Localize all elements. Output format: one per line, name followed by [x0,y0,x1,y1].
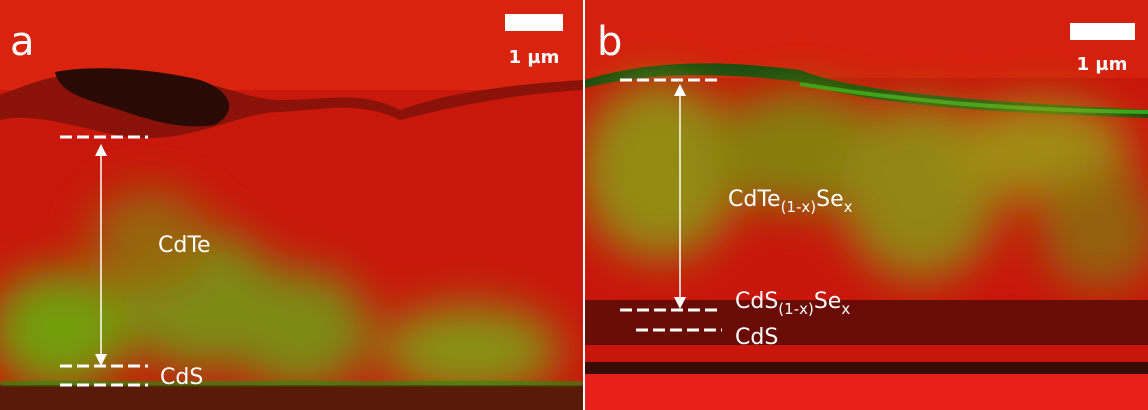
panel-a: a 1 µm CdTe CdS [0,0,583,410]
layer-label: CdTe [158,233,211,258]
layer-label: CdS(1-x)Sex [735,289,850,318]
layer-label: CdTe(1-x)Sex [728,187,853,216]
panel-label: a [10,19,35,65]
scale-label: 1 µm [1077,54,1128,75]
panel-b: b 1 µm CdTe(1-x)Sex CdS(1-x)Sex CdS [585,0,1148,410]
panel-label: b [597,19,622,65]
layer-label: CdS [735,325,778,350]
scale-bar [505,14,563,31]
layer-label: CdS [160,365,203,390]
scale-label: 1 µm [509,47,560,68]
scale-bar [1070,23,1135,40]
